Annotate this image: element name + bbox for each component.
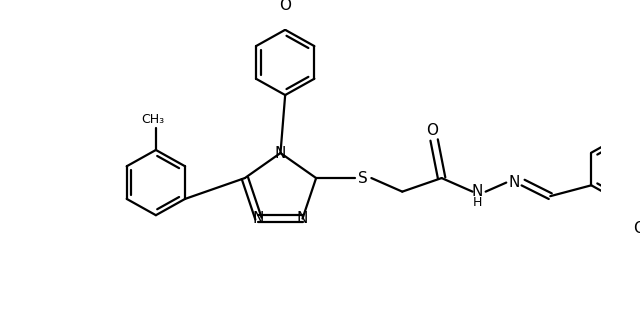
Text: N: N bbox=[509, 175, 520, 190]
Text: O: O bbox=[279, 0, 291, 13]
Text: S: S bbox=[358, 171, 368, 185]
Text: N: N bbox=[275, 146, 286, 161]
Text: N: N bbox=[472, 184, 483, 199]
Text: N: N bbox=[297, 211, 308, 226]
Text: H: H bbox=[472, 196, 482, 209]
Text: N: N bbox=[253, 211, 264, 226]
Text: O: O bbox=[426, 123, 438, 138]
Text: CH₃: CH₃ bbox=[141, 113, 164, 126]
Text: O: O bbox=[633, 221, 640, 236]
